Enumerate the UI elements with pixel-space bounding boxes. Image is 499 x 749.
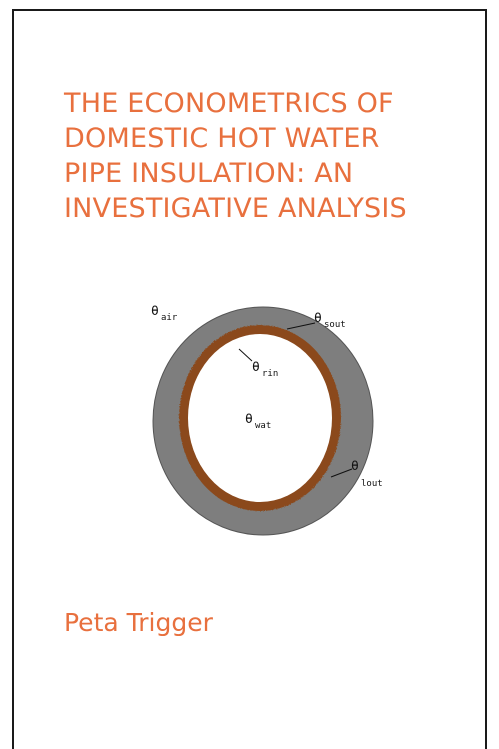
author-name: Peta Trigger	[64, 608, 213, 637]
title-line-4: INVESTIGATIVE ANALYSIS	[64, 193, 407, 224]
rin-leader-line	[238, 348, 253, 362]
pipe-cross-section-figure: θ air θ sout θ rin θ wat θ lout	[139, 291, 399, 551]
theta-lout-symbol: θ	[351, 459, 359, 474]
lout-leader-line	[330, 468, 353, 478]
theta-rin-subscript: rin	[262, 369, 278, 379]
theta-lout-subscript: lout	[361, 479, 383, 489]
theta-air-symbol: θ	[151, 304, 159, 319]
title-line-1: THE ECONOMETRICS OF	[64, 88, 394, 119]
title-line-3: PIPE INSULATION: AN	[64, 158, 354, 189]
theta-rin-symbol: θ	[252, 360, 260, 375]
book-title: THE ECONOMETRICS OF DOMESTIC HOT WATER P…	[64, 86, 484, 226]
theta-sout-symbol: θ	[314, 311, 322, 326]
theta-wat-subscript: wat	[255, 421, 271, 431]
theta-wat-symbol: θ	[245, 412, 253, 427]
water-region	[188, 334, 332, 502]
title-line-2: DOMESTIC HOT WATER	[64, 123, 380, 154]
pipe-diagram: θ air θ sout θ rin θ wat θ lout	[151, 304, 383, 536]
sout-leader-line	[286, 322, 316, 330]
theta-sout-subscript: sout	[324, 320, 346, 330]
book-cover: THE ECONOMETRICS OF DOMESTIC HOT WATER P…	[12, 9, 487, 749]
theta-air-subscript: air	[161, 313, 178, 323]
